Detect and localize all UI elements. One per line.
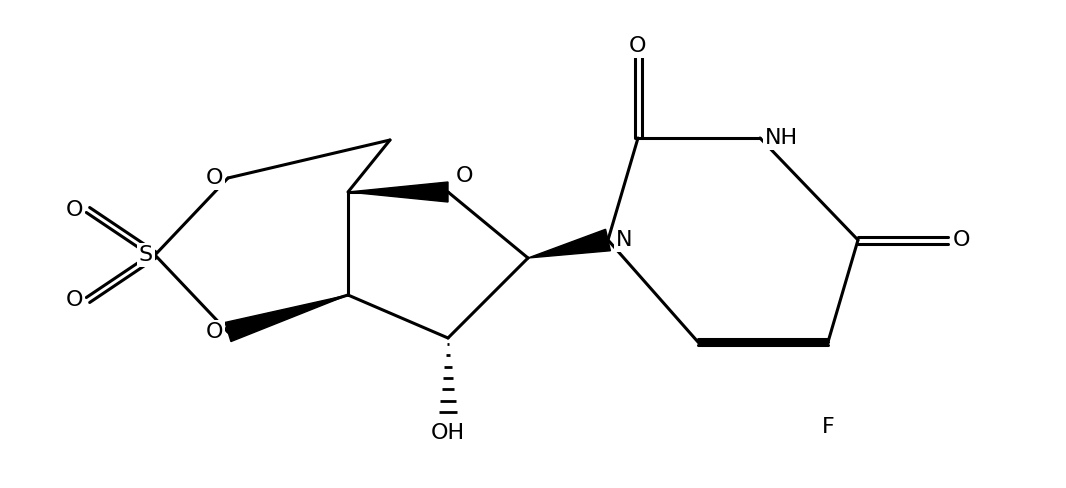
Text: O: O — [953, 230, 970, 250]
Text: O: O — [206, 168, 223, 188]
Text: N: N — [616, 230, 632, 250]
Text: O: O — [206, 322, 223, 342]
Text: OH: OH — [431, 423, 465, 443]
Text: F: F — [822, 417, 835, 437]
Polygon shape — [225, 295, 348, 342]
Polygon shape — [348, 182, 448, 202]
Text: O: O — [629, 36, 647, 56]
Text: O: O — [65, 200, 83, 220]
Text: S: S — [139, 245, 154, 265]
Text: NH: NH — [765, 128, 798, 148]
Text: O: O — [456, 166, 473, 186]
Polygon shape — [528, 229, 611, 258]
Text: O: O — [65, 290, 83, 310]
